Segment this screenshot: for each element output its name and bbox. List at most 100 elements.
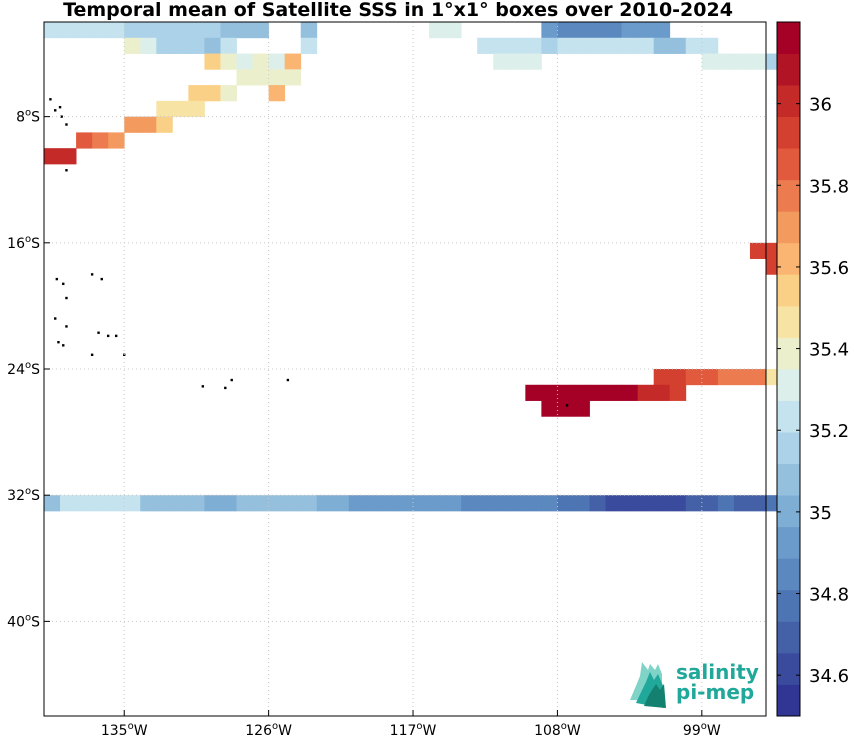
sss-cell: [252, 22, 270, 39]
sss-cell: [573, 495, 590, 512]
sss-cell: [749, 495, 767, 512]
sss-cell: [605, 495, 622, 512]
sss-cell: [124, 116, 141, 133]
sss-cell: [589, 22, 606, 39]
sss-cell: [589, 37, 606, 54]
sss-cell: [252, 495, 270, 512]
colorbar-tick-label: 34.6: [809, 666, 849, 687]
colorbar-swatch: [777, 53, 800, 86]
island-mark: [65, 123, 68, 126]
colorbar-swatch: [777, 684, 800, 717]
sss-cell: [140, 495, 157, 512]
sss-cell: [268, 495, 286, 512]
sss-cell: [92, 132, 109, 149]
sss-cell: [653, 37, 671, 54]
sss-cell: [60, 22, 77, 39]
sss-cell: [541, 400, 558, 417]
sss-cell: [76, 22, 93, 39]
sss-cell: [268, 69, 286, 86]
sss-cell: [637, 495, 655, 512]
sss-cell: [605, 22, 622, 39]
sss-cell: [413, 495, 430, 512]
colorbar-tick-label: 35.8: [809, 176, 849, 197]
y-tick-label: 8oS: [16, 108, 40, 126]
sss-cell: [316, 495, 334, 512]
colorbar-swatch: [777, 463, 800, 496]
sss-cell: [685, 495, 703, 512]
sss-cell: [605, 37, 622, 54]
sss-cell: [44, 148, 61, 165]
colorbar-tick-label: 35.4: [809, 340, 849, 361]
sss-cell: [188, 100, 205, 118]
sss-cell: [236, 495, 253, 512]
colorbar-tick-label: 36: [809, 95, 832, 116]
sss-cell: [140, 22, 157, 39]
sss-cell: [621, 37, 639, 54]
sss-cell: [268, 85, 286, 102]
island-mark: [115, 334, 118, 338]
sss-cell: [653, 22, 671, 39]
sss-cell: [701, 37, 719, 54]
sss-cell: [204, 85, 221, 102]
sss-cell: [637, 384, 655, 401]
colorbar-swatch: [777, 526, 800, 559]
sss-cell: [156, 100, 173, 118]
sss-cell: [284, 53, 302, 70]
sss-cell: [605, 384, 622, 401]
sss-cell: [188, 495, 205, 512]
sss-cell: [669, 384, 687, 401]
island-mark: [65, 169, 68, 172]
sss-cell: [60, 495, 77, 512]
sss-cell: [188, 37, 205, 54]
colorbar-tick-label: 35: [809, 503, 832, 524]
sss-cell: [589, 384, 606, 401]
sss-cell: [541, 22, 558, 39]
sss-cell: [701, 495, 719, 512]
island-mark: [286, 378, 290, 382]
colorbar-swatch: [777, 242, 800, 275]
sss-cell: [637, 22, 655, 39]
sss-cell: [749, 242, 767, 259]
sss-cell: [172, 100, 189, 118]
sss-cell: [461, 495, 478, 512]
y-axis: 8oS 16oS 24oS 32oS 40oS: [7, 108, 50, 630]
sss-cell: [92, 495, 109, 512]
x-tick-label: 135oW: [101, 721, 148, 739]
logo-text-salinity: salinity: [676, 660, 759, 684]
colorbar-swatch: [777, 211, 800, 244]
sss-cell: [60, 148, 77, 165]
sss-cell: [380, 495, 398, 512]
sss-cell: [557, 495, 574, 512]
island-mark: [565, 404, 569, 407]
sss-cell: [172, 22, 189, 39]
sss-cell: [268, 53, 286, 70]
y-tick-label: 40oS: [7, 612, 40, 630]
sss-cell: [493, 37, 510, 54]
logo-wave-icon: [630, 662, 666, 708]
island-mark: [58, 105, 62, 109]
island-mark: [65, 296, 68, 300]
sss-cell: [525, 495, 542, 512]
sss-cell: [669, 369, 687, 386]
colorbar-swatch: [777, 179, 800, 212]
sss-cell: [188, 85, 205, 102]
sss-cell: [493, 53, 510, 70]
sss-cell: [396, 495, 414, 512]
sss-cell: [284, 495, 302, 512]
sss-cell: [108, 22, 125, 39]
sss-cell: [172, 37, 189, 54]
colorbar-swatch: [777, 369, 800, 401]
sss-cell: [573, 22, 590, 39]
island-mark: [60, 115, 63, 118]
sss-cell: [236, 53, 253, 70]
colorbar-tick-label: 35.2: [809, 421, 849, 442]
y-tick-label: 16oS: [7, 234, 40, 252]
sss-cell: [509, 53, 526, 70]
sss-cell: [525, 53, 542, 70]
salinity-pi-mep-logo: salinity pi-mep: [630, 660, 759, 708]
sss-cell: [92, 22, 109, 39]
sss-cell: [156, 22, 173, 39]
sss-cell: [573, 384, 590, 401]
colorbar-tick-label: 34.8: [809, 585, 849, 606]
sss-cell: [252, 53, 270, 70]
